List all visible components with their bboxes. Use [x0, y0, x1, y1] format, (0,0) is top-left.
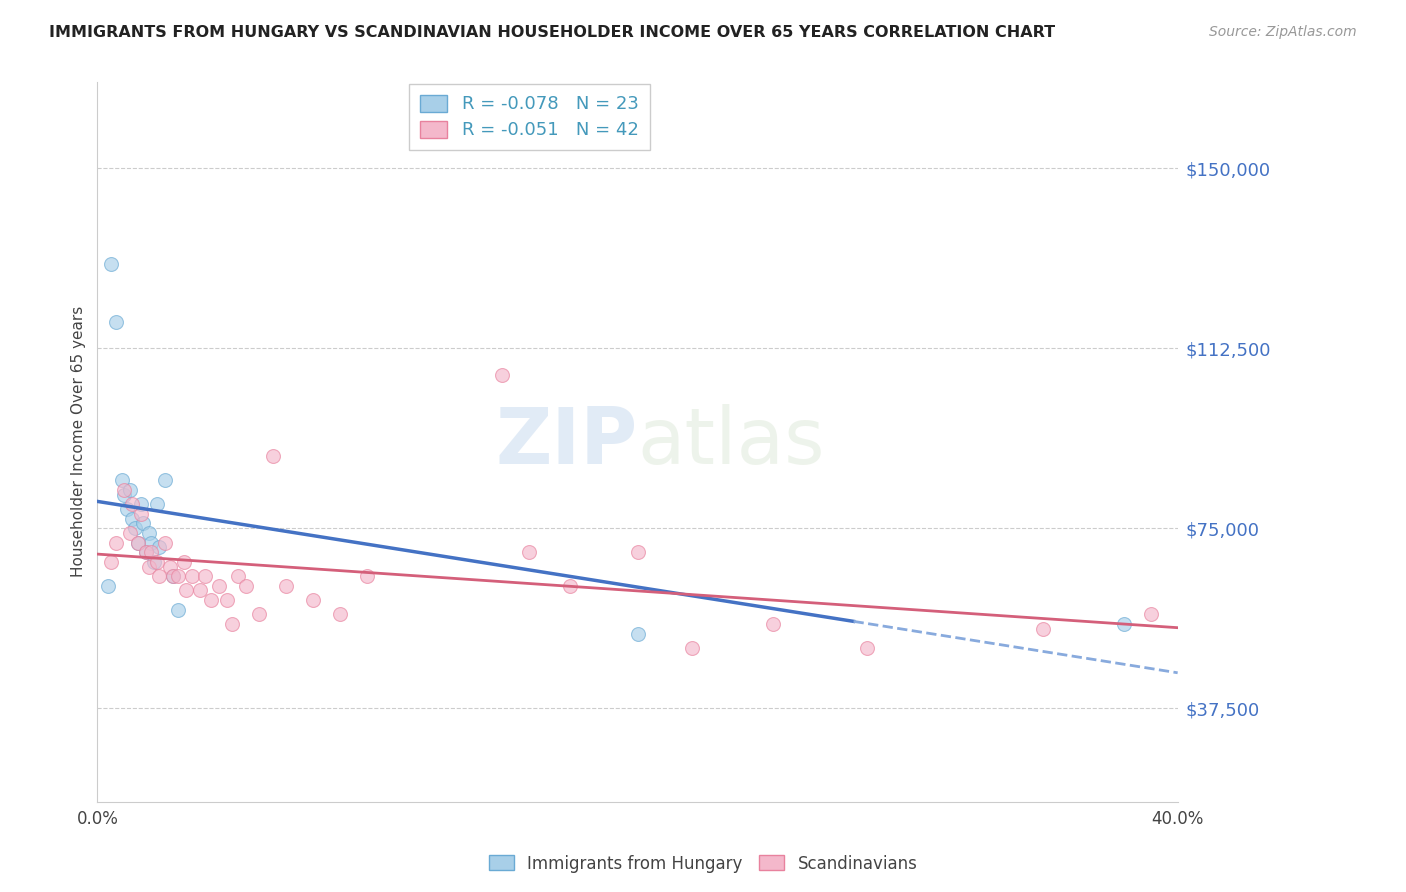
Point	[105, 315, 128, 329]
Point	[1112, 617, 1135, 632]
Point	[112, 483, 135, 497]
Point	[153, 535, 176, 549]
Point	[856, 641, 879, 656]
Point	[132, 516, 155, 531]
Legend: R = -0.078   N = 23, R = -0.051   N = 42: R = -0.078 N = 23, R = -0.051 N = 42	[409, 84, 650, 150]
Point	[145, 555, 167, 569]
Point	[162, 569, 184, 583]
Point	[262, 449, 284, 463]
Point	[162, 569, 184, 583]
Point	[112, 487, 135, 501]
Point	[97, 579, 120, 593]
Point	[208, 579, 231, 593]
Point	[153, 473, 176, 487]
Point	[115, 502, 138, 516]
Point	[159, 559, 181, 574]
Point	[302, 593, 325, 607]
Point	[100, 555, 122, 569]
Point	[100, 257, 122, 271]
Point	[180, 569, 202, 583]
Point	[148, 569, 170, 583]
Legend: Immigrants from Hungary, Scandinavians: Immigrants from Hungary, Scandinavians	[482, 848, 924, 880]
Point	[194, 569, 217, 583]
Point	[226, 569, 249, 583]
Point	[356, 569, 378, 583]
Point	[173, 555, 195, 569]
Point	[519, 545, 541, 559]
Point	[247, 607, 270, 622]
Point	[200, 593, 222, 607]
Point	[167, 569, 190, 583]
Point	[124, 521, 146, 535]
Point	[143, 555, 166, 569]
Point	[145, 497, 167, 511]
Point	[221, 617, 243, 632]
Point	[176, 583, 198, 598]
Point	[118, 483, 141, 497]
Point	[626, 626, 648, 640]
Text: IMMIGRANTS FROM HUNGARY VS SCANDINAVIAN HOUSEHOLDER INCOME OVER 65 YEARS CORRELA: IMMIGRANTS FROM HUNGARY VS SCANDINAVIAN …	[49, 25, 1056, 40]
Point	[138, 525, 160, 540]
Point	[129, 497, 152, 511]
Text: ZIP: ZIP	[495, 404, 637, 480]
Point	[135, 545, 157, 559]
Point	[129, 507, 152, 521]
Point	[127, 535, 149, 549]
Point	[1139, 607, 1161, 622]
Point	[118, 525, 141, 540]
Point	[121, 497, 143, 511]
Point	[491, 368, 513, 382]
Point	[188, 583, 211, 598]
Point	[148, 541, 170, 555]
Point	[121, 511, 143, 525]
Point	[111, 473, 134, 487]
Point	[329, 607, 352, 622]
Point	[558, 579, 581, 593]
Point	[215, 593, 238, 607]
Point	[167, 603, 190, 617]
Point	[138, 559, 160, 574]
Text: atlas: atlas	[637, 404, 825, 480]
Point	[127, 535, 149, 549]
Point	[681, 641, 703, 656]
Text: Source: ZipAtlas.com: Source: ZipAtlas.com	[1209, 25, 1357, 39]
Point	[626, 545, 648, 559]
Point	[141, 545, 163, 559]
Point	[235, 579, 257, 593]
Point	[1032, 622, 1054, 636]
Point	[276, 579, 298, 593]
Point	[135, 545, 157, 559]
Point	[761, 617, 783, 632]
Y-axis label: Householder Income Over 65 years: Householder Income Over 65 years	[72, 306, 86, 577]
Point	[141, 535, 163, 549]
Point	[105, 535, 128, 549]
